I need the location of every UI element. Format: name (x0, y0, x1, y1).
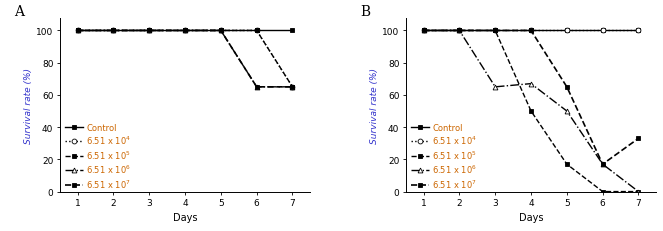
Text: B: B (361, 5, 371, 18)
X-axis label: Days: Days (173, 213, 198, 222)
Y-axis label: Survival rate (%): Survival rate (%) (371, 67, 379, 143)
Legend: Control, 6.51 x 10$^4$, 6.51 x 10$^5$, 6.51 x 10$^6$, 6.51 x 10$^7$: Control, 6.51 x 10$^4$, 6.51 x 10$^5$, 6… (65, 123, 131, 190)
Text: A: A (15, 5, 25, 18)
Y-axis label: Survival rate (%): Survival rate (%) (25, 67, 33, 143)
Legend: Control, 6.51 x 10$^4$, 6.51 x 10$^5$, 6.51 x 10$^6$, 6.51 x 10$^7$: Control, 6.51 x 10$^4$, 6.51 x 10$^5$, 6… (410, 123, 477, 190)
X-axis label: Days: Days (518, 213, 543, 222)
